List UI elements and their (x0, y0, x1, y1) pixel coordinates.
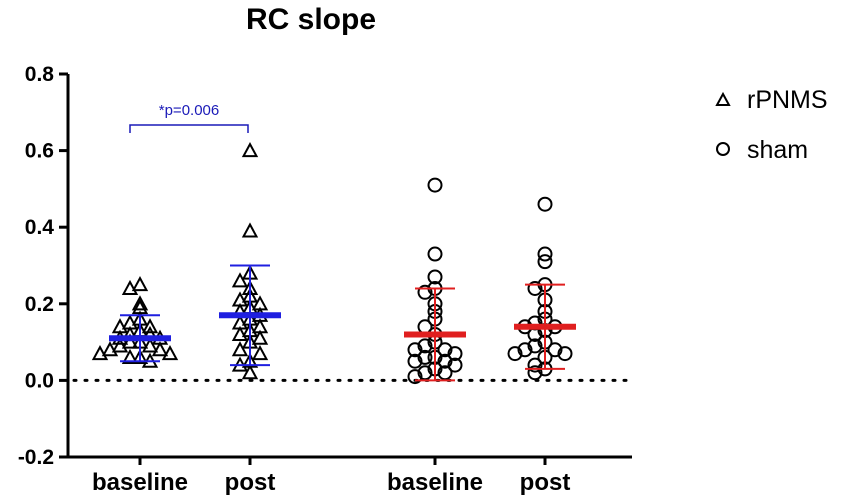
y-tick-label: 0.2 (25, 293, 54, 316)
significance-annotation: *p=0.006 (129, 102, 249, 133)
rpnms-data-point (121, 279, 139, 296)
chart-title: RC slope (246, 3, 376, 36)
y-tick-label: 0.4 (25, 216, 55, 239)
sham-data-point (527, 365, 543, 381)
rpnms-data-point (131, 276, 149, 292)
y-tick-label: -0.2 (18, 446, 54, 469)
significance-bracket (129, 124, 249, 133)
sham-data-point (537, 254, 553, 270)
sham-data-point (427, 269, 443, 285)
sham-data-point (557, 346, 573, 362)
sham-data-point (407, 353, 423, 369)
sham-data-point (537, 246, 553, 262)
sham-data-point (507, 346, 523, 362)
x-category-label: post (520, 469, 571, 496)
sham-data-point (427, 246, 443, 262)
legend-label-sham: sham (747, 136, 808, 164)
sham-data-point (407, 369, 423, 385)
sham-data-point (527, 280, 543, 296)
significance-label: *p=0.006 (159, 102, 219, 119)
rpnms-data-point (241, 222, 259, 238)
rpnms-data-point (111, 337, 129, 353)
rpnms-data-point (101, 341, 119, 357)
rpnms-data-point (141, 337, 159, 353)
sham-data-point (407, 342, 423, 358)
sham-data-point (527, 357, 543, 373)
summary-statistics (109, 264, 576, 382)
sham-data-point (417, 365, 433, 381)
x-axis: baseline post baseline post (66, 455, 632, 496)
sham-data-point (447, 357, 463, 373)
rpnms-data-point (231, 325, 249, 341)
sham-data-point (417, 338, 433, 354)
rpnms-data-point (241, 364, 259, 380)
sham-data-point (527, 338, 543, 354)
y-ticks: 0.8 0.6 0.4 0.2 0.0 -0.2 (18, 63, 68, 469)
sham-data-point (537, 196, 553, 212)
y-axis: 0.8 0.6 0.4 0.2 0.0 -0.2 (18, 63, 70, 469)
y-tick-label: 0.6 (25, 140, 54, 163)
data-points (91, 141, 573, 385)
rpnms-data-point (231, 272, 249, 288)
sham-data-point (417, 349, 433, 365)
sham-data-point (517, 342, 533, 358)
x-category-label: baseline (387, 469, 483, 496)
legend-label-rpnms: rPNMS (747, 86, 828, 114)
sham-data-point (437, 353, 453, 369)
legend-circle-marker (716, 142, 730, 156)
x-category-label: baseline (92, 469, 188, 496)
sham-data-point (447, 346, 463, 362)
rpnms-data-point (241, 141, 259, 158)
rpnms-data-point (91, 344, 109, 361)
sham-data-point (547, 342, 563, 358)
rpnms-data-point (151, 341, 169, 357)
rpnms-data-point (161, 344, 179, 361)
rpnms-data-point (141, 318, 159, 334)
x-ticks: baseline post baseline post (92, 457, 570, 496)
rpnms-data-point (231, 341, 249, 357)
rpnms-data-point (121, 333, 139, 349)
rpnms-data-point (251, 344, 269, 361)
legend: rPNMS sham (715, 86, 828, 164)
sham-data-point (437, 365, 453, 381)
rpnms-data-point (131, 295, 149, 311)
rpnms-data-point (121, 348, 139, 364)
rpnms-data-point (251, 329, 269, 345)
y-tick-label: 0.8 (25, 63, 55, 86)
y-tick-label: 0.0 (25, 369, 54, 392)
legend-triangle-marker (715, 91, 731, 106)
x-category-label: post (225, 469, 276, 496)
sham-data-point (427, 177, 443, 193)
sham-data-point (417, 284, 433, 300)
sham-data-point (437, 342, 453, 358)
rpnms-data-point (131, 348, 149, 364)
